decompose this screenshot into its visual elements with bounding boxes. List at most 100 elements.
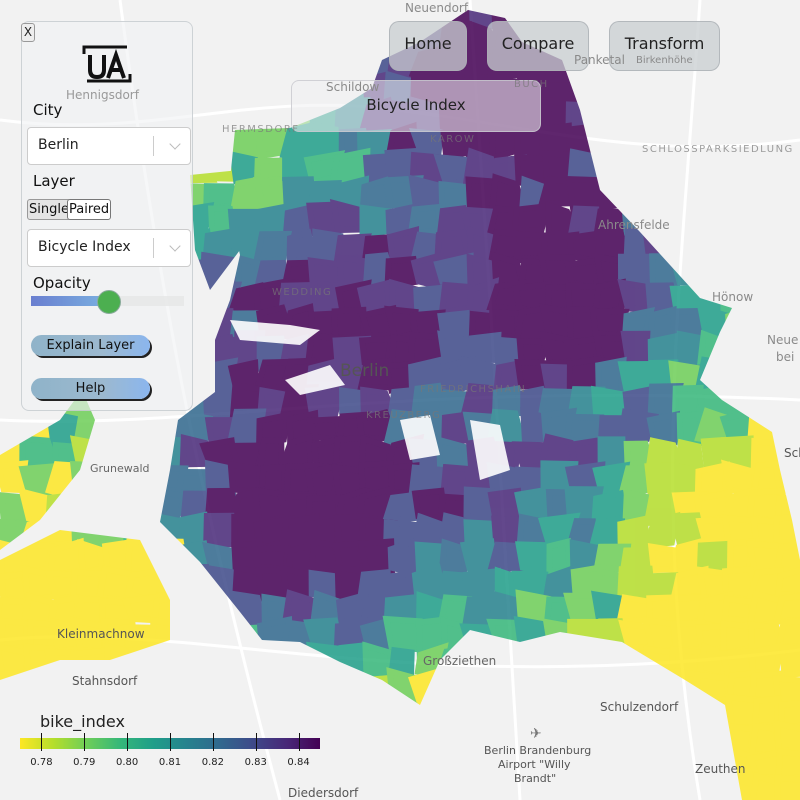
district-cell[interactable] xyxy=(571,76,605,107)
district-cell[interactable] xyxy=(512,694,555,733)
district-cell[interactable] xyxy=(772,592,800,625)
district-cell[interactable] xyxy=(103,642,133,678)
district-cell[interactable] xyxy=(174,619,214,659)
district-cell[interactable] xyxy=(260,71,290,110)
district-cell[interactable] xyxy=(676,330,706,372)
district-cell[interactable] xyxy=(754,51,787,82)
district-cell[interactable] xyxy=(778,466,800,495)
district-cell[interactable] xyxy=(174,642,217,684)
district-cell[interactable] xyxy=(695,97,733,134)
district-cell[interactable] xyxy=(696,773,730,800)
district-cell[interactable] xyxy=(720,329,761,368)
district-cell[interactable] xyxy=(390,776,421,800)
district-cell[interactable] xyxy=(617,719,655,756)
district-cell[interactable] xyxy=(206,4,242,32)
district-cell[interactable] xyxy=(280,20,318,59)
district-cell[interactable] xyxy=(563,644,605,678)
close-panel-button[interactable]: X xyxy=(21,23,35,42)
district-cell[interactable] xyxy=(441,750,474,782)
district-cell[interactable] xyxy=(278,0,321,32)
district-cell[interactable] xyxy=(0,771,25,800)
district-cell[interactable] xyxy=(463,331,502,364)
district-cell[interactable] xyxy=(334,564,363,602)
district-cell[interactable] xyxy=(780,255,800,293)
nav-compare-button[interactable]: Compare xyxy=(487,21,589,71)
layer-mode-single-button[interactable]: Single xyxy=(27,199,71,220)
district-cell[interactable] xyxy=(73,776,111,800)
district-cell[interactable] xyxy=(720,0,763,26)
district-cell[interactable] xyxy=(386,695,424,736)
district-cell[interactable] xyxy=(727,358,761,393)
district-cell[interactable] xyxy=(719,147,762,183)
district-cell[interactable] xyxy=(488,668,528,711)
district-cell[interactable] xyxy=(383,745,421,789)
district-cell[interactable] xyxy=(338,699,368,736)
district-cell[interactable] xyxy=(200,45,242,86)
district-cell[interactable] xyxy=(750,460,784,496)
district-cell[interactable] xyxy=(205,772,241,800)
district-cell[interactable] xyxy=(179,434,209,468)
nav-transform-button[interactable]: Transform xyxy=(609,21,720,71)
district-cell[interactable] xyxy=(615,776,651,800)
district-cell[interactable] xyxy=(309,751,338,786)
nav-home-button[interactable]: Home xyxy=(389,21,467,71)
district-cell[interactable] xyxy=(205,669,235,707)
district-cell[interactable] xyxy=(433,252,474,288)
district-cell[interactable] xyxy=(226,774,269,800)
district-cell[interactable] xyxy=(542,700,579,734)
district-cell[interactable] xyxy=(778,42,800,85)
district-cell[interactable] xyxy=(277,53,318,84)
district-cell[interactable] xyxy=(0,668,34,710)
district-cell[interactable] xyxy=(330,18,370,58)
district-cell[interactable] xyxy=(412,696,451,729)
district-cell[interactable] xyxy=(772,230,800,269)
district-cell[interactable] xyxy=(149,646,183,682)
district-cell[interactable] xyxy=(146,570,187,599)
district-cell[interactable] xyxy=(772,103,800,139)
district-cell[interactable] xyxy=(202,643,238,684)
district-cell[interactable] xyxy=(329,147,371,183)
district-cell[interactable] xyxy=(98,486,135,529)
district-cell[interactable] xyxy=(308,700,345,735)
district-cell[interactable] xyxy=(746,276,789,317)
district-cell[interactable] xyxy=(253,21,286,59)
district-cell[interactable] xyxy=(537,780,574,800)
district-cell[interactable] xyxy=(771,357,800,398)
district-cell[interactable] xyxy=(280,671,317,707)
district-cell[interactable] xyxy=(302,0,346,31)
district-cell[interactable] xyxy=(567,205,600,236)
district-cell[interactable] xyxy=(281,700,311,736)
district-cell[interactable] xyxy=(182,695,215,733)
district-cell[interactable] xyxy=(776,283,800,318)
district-cell[interactable] xyxy=(465,692,499,735)
district-cell[interactable] xyxy=(648,71,677,113)
district-cell[interactable] xyxy=(251,230,293,268)
district-cell[interactable] xyxy=(570,667,604,712)
district-cell[interactable] xyxy=(228,22,269,51)
district-cell[interactable] xyxy=(725,73,756,111)
district-cell[interactable] xyxy=(407,721,449,763)
district-cell[interactable] xyxy=(514,647,554,682)
district-cell[interactable] xyxy=(778,0,800,35)
district-cell[interactable] xyxy=(746,201,788,240)
district-cell[interactable] xyxy=(596,748,626,786)
district-cell[interactable] xyxy=(230,74,269,114)
district-cell[interactable] xyxy=(697,229,732,265)
district-cell[interactable] xyxy=(645,153,676,192)
district-cell[interactable] xyxy=(515,671,548,708)
district-cell[interactable] xyxy=(77,538,106,577)
district-cell[interactable] xyxy=(0,71,26,108)
opacity-slider[interactable] xyxy=(31,290,184,314)
district-cell[interactable] xyxy=(751,0,782,31)
district-cell[interactable] xyxy=(307,21,342,56)
district-cell[interactable] xyxy=(748,641,785,678)
district-cell[interactable] xyxy=(494,566,520,604)
district-cell[interactable] xyxy=(332,725,370,760)
district-cell[interactable] xyxy=(436,773,477,800)
district-cell[interactable] xyxy=(227,44,264,87)
district-cell[interactable] xyxy=(772,201,800,240)
district-cell[interactable] xyxy=(20,669,61,711)
chevron-down-icon[interactable] xyxy=(169,240,181,252)
district-cell[interactable] xyxy=(771,23,800,56)
district-cell[interactable] xyxy=(0,407,34,443)
